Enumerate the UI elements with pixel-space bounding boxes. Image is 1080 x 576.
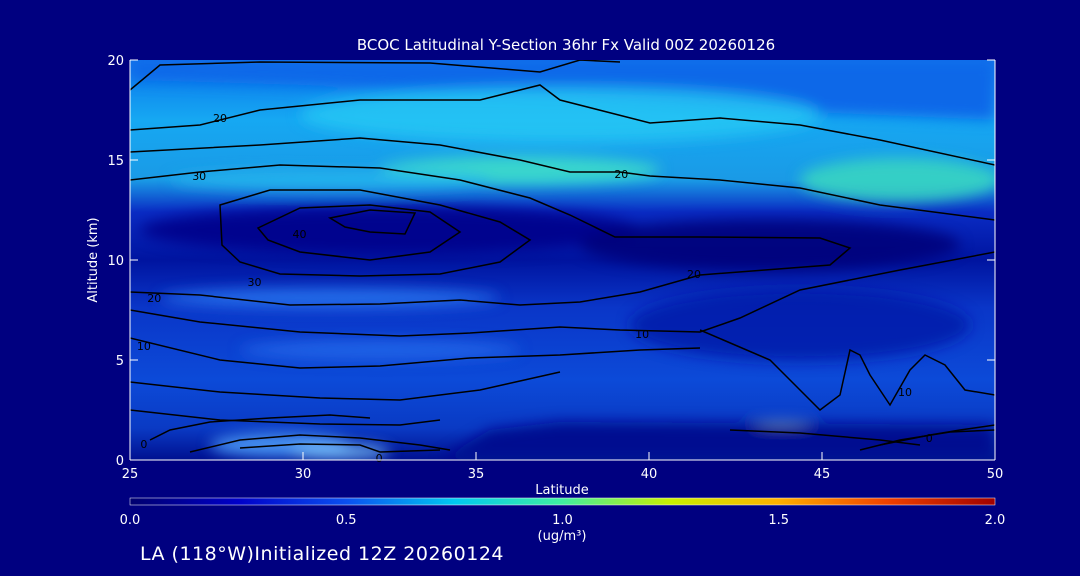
y-tick-label: 15 [107,154,124,169]
contour-label: 0 [926,432,933,445]
contour-label: 40 [293,228,307,241]
colorbar-tick-label: 0.0 [120,513,141,528]
colorbar-tick-label: 1.5 [768,513,789,528]
y-tick-label: 5 [116,354,124,369]
x-tick-label: 25 [122,467,139,482]
colorbar: 0.0 0.5 1.0 1.5 2.0 (ug/m³) [120,497,1006,544]
footer-location-init: LA (118°W)Initialized 12Z 20260124 [140,543,504,565]
colorbar-tick-label: 2.0 [985,513,1006,528]
y-tick-label: 10 [107,254,124,269]
contour-label: 20 [147,292,161,305]
contour-label: 0 [140,438,147,451]
contour-label: 30 [192,170,206,183]
contour-label: 30 [248,276,262,289]
contour-label: 10 [137,340,151,353]
contour-label: 20 [213,112,227,125]
x-axis-ticks: 25 30 35 40 45 50 [122,452,1004,482]
contour-lines [130,60,995,453]
y-tick-label: 20 [107,54,124,69]
contour-labels: 20 30 40 30 20 10 0 0 20 20 10 10 0 [137,112,933,465]
colorbar-units: (ug/m³) [538,529,587,544]
colorbar-tick-label: 0.5 [336,513,357,528]
concentration-field [130,60,995,460]
plot-axes: 25 30 35 40 45 50 0 5 10 15 20 Latitude Altitude … [86,54,1003,498]
chart-title: BCOC Latitudinal Y-Section 36hr Fx Valid… [357,36,775,54]
colorbar-gradient [129,497,996,506]
contour-label: 20 [614,168,628,181]
x-tick-label: 50 [987,467,1004,482]
contour-label: 20 [687,268,701,281]
y-axis-ticks: 0 5 10 15 20 [107,54,995,469]
y-axis-label: Altitude (km) [86,217,101,302]
x-axis-label: Latitude [535,483,589,498]
colorbar-tick-label: 1.0 [552,513,573,528]
y-tick-label: 0 [116,454,124,469]
x-tick-label: 45 [814,467,831,482]
x-tick-label: 35 [468,467,485,482]
colorbar-ticks: 0.0 0.5 1.0 1.5 2.0 [120,513,1006,528]
x-tick-label: 30 [295,467,312,482]
contour-label: 0 [376,452,383,465]
x-tick-label: 40 [641,467,658,482]
contour-label: 10 [898,386,912,399]
contour-label: 10 [635,328,649,341]
